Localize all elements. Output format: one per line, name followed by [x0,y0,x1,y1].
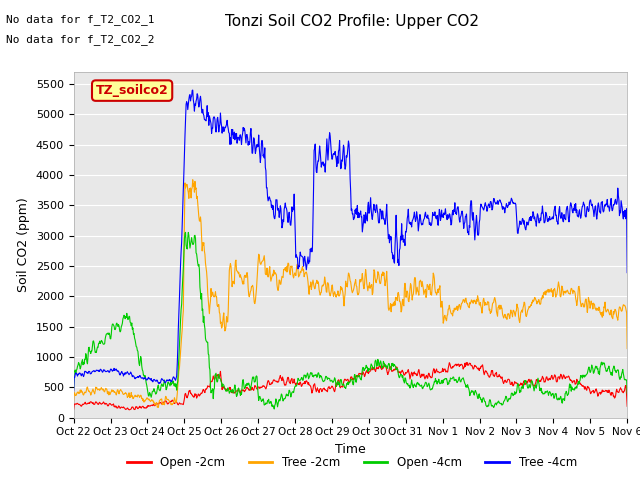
Open -4cm [182,229,189,235]
Open -4cm [513,390,520,396]
Tree -2cm [451,307,459,313]
Line: Tree -4cm: Tree -4cm [74,90,627,391]
Open -4cm [70,385,77,391]
Open -4cm [623,391,631,396]
Tree -4cm [70,388,77,394]
Text: No data for f_T2_CO2_2: No data for f_T2_CO2_2 [6,34,155,45]
Tree -2cm [126,393,134,398]
Tree -4cm [189,87,196,93]
Open -2cm [502,380,510,385]
Tree -4cm [294,266,302,272]
Tree -4cm [502,204,509,210]
Line: Open -4cm: Open -4cm [74,232,627,409]
Open -2cm [513,380,520,385]
Tree -4cm [126,371,134,376]
Tree -2cm [513,308,520,313]
Tree -4cm [512,202,520,207]
Text: TZ_soilco2: TZ_soilco2 [96,84,168,97]
Line: Open -2cm: Open -2cm [74,362,627,410]
X-axis label: Time: Time [335,443,366,456]
Tree -2cm [189,177,196,182]
Tree -4cm [314,158,322,164]
Y-axis label: Soil CO2 (ppm): Soil CO2 (ppm) [17,197,30,292]
Open -4cm [451,377,459,383]
Tree -2cm [295,274,303,280]
Open -2cm [127,407,134,412]
Open -4cm [295,377,303,383]
Open -4cm [315,370,323,376]
Tree -2cm [623,346,631,351]
Tree -4cm [451,208,458,214]
Open -4cm [126,319,134,325]
Tree -2cm [154,405,162,410]
Tree -2cm [70,398,77,404]
Text: No data for f_T2_CO2_1: No data for f_T2_CO2_1 [6,14,155,25]
Tree -4cm [623,270,631,276]
Open -4cm [270,406,278,412]
Open -2cm [294,381,302,387]
Tree -2cm [502,314,510,320]
Tree -2cm [315,281,323,287]
Open -2cm [70,407,77,412]
Line: Tree -2cm: Tree -2cm [74,180,627,408]
Open -2cm [125,407,133,413]
Open -4cm [502,394,510,400]
Open -2cm [463,360,471,365]
Open -2cm [314,387,322,393]
Open -2cm [623,403,631,409]
Open -2cm [451,363,458,369]
Legend: Open -2cm, Tree -2cm, Open -4cm, Tree -4cm: Open -2cm, Tree -2cm, Open -4cm, Tree -4… [122,452,582,474]
Text: Tonzi Soil CO2 Profile: Upper CO2: Tonzi Soil CO2 Profile: Upper CO2 [225,14,479,29]
